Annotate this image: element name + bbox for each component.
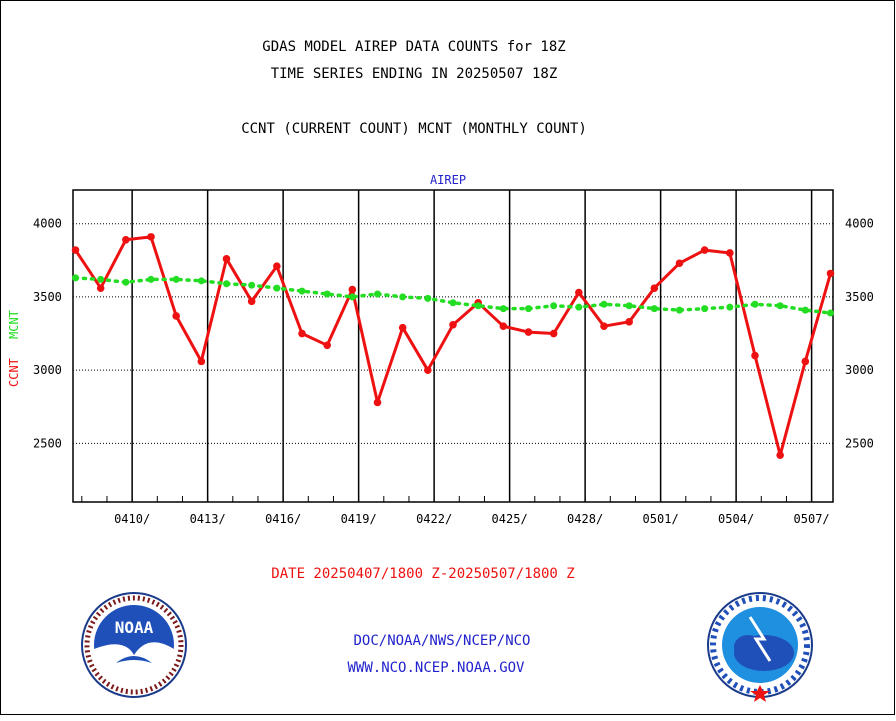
data-point-mcnt [726,303,734,311]
data-point-ccnt [323,341,331,350]
grid-lines [73,190,833,502]
data-point-ccnt [625,318,633,326]
data-point-mcnt [524,305,532,313]
data-point-ccnt [298,329,306,338]
y-tick-label-left: 3500 [33,290,62,304]
data-point-ccnt [273,262,281,270]
data-point-ccnt [751,351,759,360]
data-point-ccnt [650,284,659,292]
data-point-mcnt [650,305,658,313]
data-point-ccnt [575,288,583,297]
data-point-mcnt [223,280,231,288]
data-point-mcnt [625,302,633,310]
noaa-logo-text: NOAA [115,618,154,637]
data-point-mcnt [348,293,356,301]
x-tick-label: 0428/ [567,512,603,526]
data-point-ccnt [726,249,734,257]
data-point-ccnt [449,320,457,329]
data-point-ccnt [96,284,105,292]
chart-subtitle: CCNT (CURRENT COUNT) MCNT (MONTHLY COUNT… [241,121,587,137]
data-point-ccnt [71,246,80,254]
x-tick-label: 0501/ [643,512,679,526]
data-point-mcnt [273,284,281,292]
data-point-mcnt [374,290,382,298]
data-point-mcnt [575,303,583,311]
y-tick-label-right: 2500 [845,436,874,450]
data-point-mcnt [72,274,80,282]
data-point-ccnt [398,323,407,332]
data-point-mcnt [172,275,180,283]
data-point-mcnt [751,300,759,308]
title-line-1: GDAS MODEL AIREP DATA COUNTS for 18Z [262,39,565,55]
y-tick-label-left: 2500 [33,436,62,450]
x-tick-label: 0507/ [794,512,830,526]
data-point-ccnt [424,366,432,374]
data-point-mcnt [801,306,809,314]
data-point-mcnt [97,275,105,283]
data-point-ccnt [373,398,382,407]
y-axis-label-ccnt: CCNT [7,358,21,387]
data-point-mcnt [550,302,558,310]
data-point-ccnt [172,312,180,320]
x-tick-label: 0422/ [416,512,452,526]
noaa-logo-icon[interactable]: NOAA [81,592,187,698]
nws-logo-icon[interactable] [707,592,813,702]
data-point-mcnt [197,277,205,285]
data-point-mcnt [474,302,482,310]
data-point-ccnt [776,451,784,459]
data-point-ccnt [147,233,155,241]
data-point-mcnt [298,287,306,295]
y-tick-label-right: 4000 [845,217,874,231]
data-point-mcnt [449,299,457,307]
data-point-ccnt [826,269,835,278]
data-point-mcnt [701,305,709,313]
tick-labels: 2500 2500 3000 3000 3500 3500 4000 4000 0410/041… [33,217,874,526]
data-point-ccnt [247,297,256,306]
data-point-mcnt [600,300,608,308]
axes [72,189,834,503]
data-point-mcnt [675,306,683,314]
title-line-2: TIME SERIES ENDING IN 20250507 18Z [271,66,558,82]
data-point-mcnt [248,281,256,289]
data-point-ccnt [348,285,357,294]
x-tick-label: 0413/ [190,512,226,526]
data-point-ccnt [122,236,130,244]
data-point-ccnt [197,357,206,366]
x-tick-label: 0425/ [492,512,528,526]
data-point-ccnt [675,259,684,268]
x-tick-label: 0419/ [341,512,377,526]
data-point-mcnt [147,275,155,283]
plot-title: AIREP [430,173,466,187]
data-point-mcnt [776,302,784,310]
y-tick-label-right: 3000 [845,363,874,377]
data-point-mcnt [323,290,331,298]
x-tick-label: 0410/ [114,512,150,526]
data-point-ccnt [499,322,508,331]
data-point-mcnt [424,294,432,302]
date-range-label: DATE 20250407/1800 Z-20250507/1800 Z [271,566,574,582]
data-point-ccnt [524,328,533,336]
x-tick-label: 0416/ [265,512,301,526]
y-axis-label: CCNT MCNT [7,310,21,387]
y-tick-label-right: 3500 [845,290,874,304]
series-layer [71,233,835,459]
org-path-link[interactable]: DOC/NOAA/NWS/NCEP/NCO [353,633,530,649]
x-tick-label: 0504/ [718,512,754,526]
data-point-ccnt [600,322,608,331]
y-axis-label-mcnt: MCNT [7,310,21,339]
plot-frame [72,189,834,503]
data-point-mcnt [399,293,407,301]
data-point-mcnt [826,309,834,317]
data-point-ccnt [700,246,709,254]
website-link[interactable]: WWW.NCO.NCEP.NOAA.GOV [347,660,525,676]
data-point-mcnt [499,305,507,313]
data-point-mcnt [122,278,130,286]
data-point-ccnt [222,255,231,263]
y-tick-label-left: 3000 [33,363,62,377]
data-point-ccnt [801,357,810,366]
data-point-ccnt [549,329,558,338]
y-tick-label-left: 4000 [33,217,62,231]
